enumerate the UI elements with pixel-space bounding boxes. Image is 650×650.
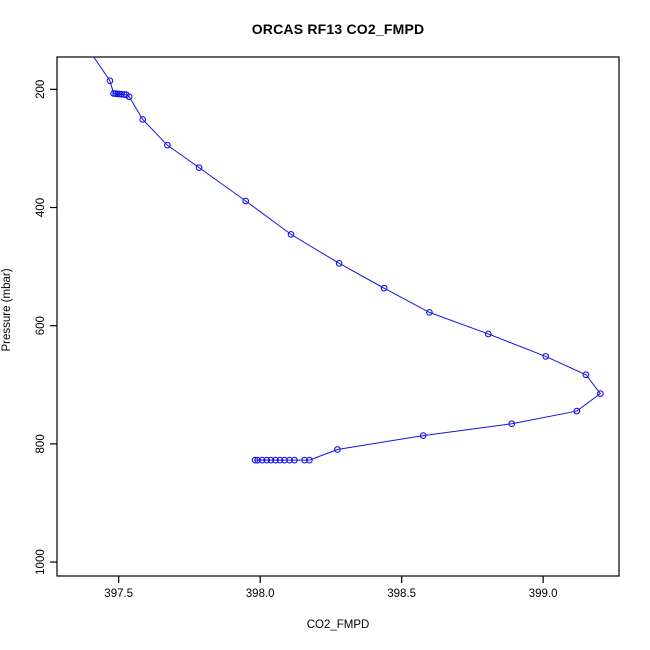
data-point	[334, 446, 341, 453]
y-tick-label: 600	[35, 316, 47, 335]
x-tick-label: 398.5	[387, 588, 416, 600]
data-series	[79, 37, 604, 464]
y-tick-label: 200	[35, 80, 47, 99]
x-tick-label: 397.5	[104, 588, 133, 600]
data-point	[79, 37, 85, 43]
data-line	[93, 57, 602, 461]
data-point	[542, 353, 550, 360]
data-point	[484, 330, 492, 338]
data-point	[508, 420, 516, 428]
data-point	[125, 93, 133, 101]
data-point	[118, 90, 125, 98]
data-point	[596, 390, 604, 397]
data-point	[195, 164, 203, 171]
data-point	[106, 77, 114, 85]
data-point	[291, 456, 298, 464]
y-tick-label: 800	[35, 434, 47, 453]
data-point	[164, 141, 171, 149]
y-tick-label: 400	[35, 198, 47, 217]
data-point	[276, 456, 284, 464]
x-tick-label: 398.0	[246, 588, 275, 600]
data-point	[263, 456, 271, 464]
data-point	[242, 197, 250, 205]
data-point	[139, 116, 147, 123]
data-point	[582, 371, 590, 379]
data-point	[267, 456, 275, 464]
data-point	[426, 309, 433, 316]
data-point	[335, 259, 343, 267]
x-axis-label: CO2_FMPD	[306, 619, 370, 631]
x-tick-label: 399.0	[529, 588, 558, 600]
data-point	[254, 456, 261, 464]
y-axis-label: Pressure (mbar)	[1, 268, 13, 352]
y-tick-label: 1000	[35, 549, 47, 575]
data-point	[287, 231, 295, 238]
data-point	[419, 432, 427, 439]
data-point	[301, 456, 308, 464]
data-point	[380, 284, 388, 292]
chart-title: ORCAS RF13 CO2_FMPD	[251, 21, 425, 37]
data-point	[272, 456, 279, 464]
data-point	[281, 456, 288, 464]
plot-box	[56, 56, 620, 577]
data-point	[251, 456, 259, 464]
data-point	[573, 407, 581, 415]
data-point	[258, 456, 266, 464]
data-point	[306, 456, 313, 464]
